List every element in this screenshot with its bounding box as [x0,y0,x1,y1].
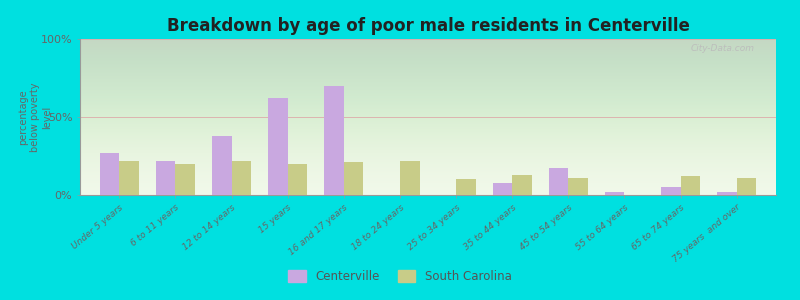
Title: Breakdown by age of poor male residents in Centerville: Breakdown by age of poor male residents … [166,17,690,35]
Bar [681,176,700,195]
Bar [212,136,231,195]
Bar [100,153,119,195]
Text: City-Data.com: City-Data.com [691,44,755,53]
Bar [268,98,288,195]
Bar [400,161,419,195]
Bar [717,192,737,195]
Legend: Centerville, South Carolina: Centerville, South Carolina [284,266,516,288]
Bar [344,162,363,195]
Bar [605,192,625,195]
Bar [549,169,568,195]
Bar [231,161,251,195]
Bar [175,164,195,195]
Bar [493,182,512,195]
Bar [661,187,681,195]
Bar [737,178,756,195]
Bar [324,86,344,195]
Bar [288,164,307,195]
Bar [156,161,175,195]
Y-axis label: percentage
below poverty
level: percentage below poverty level [18,82,52,152]
Bar [568,178,588,195]
Bar [512,175,532,195]
Bar [119,161,139,195]
Bar [456,179,476,195]
